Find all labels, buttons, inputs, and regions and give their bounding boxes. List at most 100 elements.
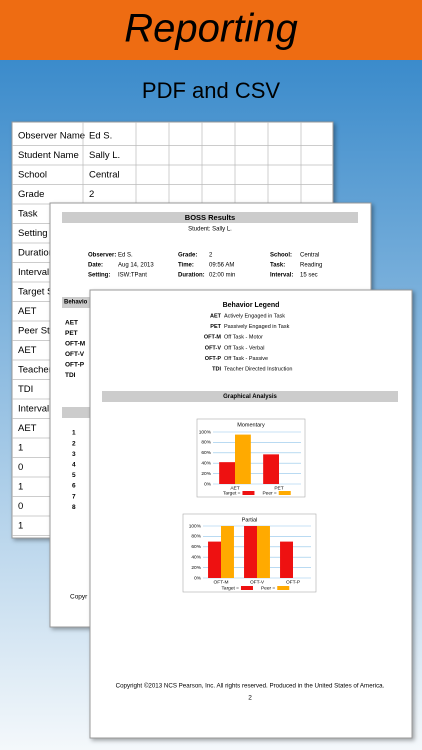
y-tick-label: 80%	[191, 534, 201, 540]
field-value: 15 sec	[300, 273, 318, 279]
legend-entry: Peer =	[262, 490, 276, 496]
field-value: Aug 14, 2013	[118, 263, 154, 269]
table-cell: Target S	[18, 286, 53, 297]
field-label: Task:	[270, 263, 285, 269]
field-label: Duration:	[178, 273, 205, 279]
legend-text: Passively Engaged in Task	[224, 324, 290, 330]
field-label: Date:	[88, 263, 103, 269]
bar	[235, 434, 251, 484]
y-tick-label: 20%	[191, 565, 201, 571]
table-cell: Duration	[18, 247, 54, 258]
results-title-bar	[62, 212, 358, 223]
field-label: Setting:	[88, 273, 110, 279]
legend-text: Teacher Directed Instruction	[224, 366, 292, 372]
behavior-code: AET	[65, 320, 78, 327]
field-value: ISW:TPant	[118, 273, 147, 279]
table-cell: AET	[18, 345, 37, 356]
table-cell: Central	[89, 169, 120, 180]
table-cell: Teacher	[18, 364, 52, 375]
table-cell: Setting	[18, 228, 48, 239]
x-tick-label: OFT-V	[250, 579, 265, 585]
behavior-code: OFT-M	[65, 341, 85, 348]
table-cell: 0	[18, 501, 23, 512]
results-copyright: Copyr	[70, 594, 88, 601]
table-cell: Observer Name	[18, 130, 85, 141]
y-tick-label: 100%	[199, 429, 212, 435]
table-cell: 0	[18, 462, 23, 473]
x-tick-label: AET	[230, 485, 239, 491]
table-cell: 1	[18, 442, 23, 453]
y-tick-label: 60%	[191, 544, 201, 550]
behavior-code: PET	[65, 330, 78, 337]
field-value: 09:56 AM	[209, 263, 234, 269]
legend-entry: Target =	[222, 585, 240, 591]
page-number: 2	[248, 695, 252, 702]
interval-number: 2	[72, 440, 76, 447]
y-tick-label: 80%	[201, 440, 211, 446]
intervals-bar	[62, 407, 102, 418]
behavior-heading: Behavio	[64, 300, 88, 306]
field-label: Interval:	[270, 273, 293, 279]
behavior-bar	[62, 297, 102, 308]
field-value: Ed S.	[118, 253, 133, 259]
behavior-code: TDI	[65, 372, 76, 379]
report-copyright: Copyright ©2013 NCS Pearson, Inc. All ri…	[116, 683, 385, 690]
behavior-code: OFT-P	[65, 362, 85, 369]
field-value: Central	[300, 253, 319, 259]
legend-code: OFT-M	[204, 335, 222, 341]
y-tick-label: 40%	[191, 554, 201, 560]
x-tick-label: PET	[274, 485, 283, 491]
table-cell: Task	[18, 208, 38, 219]
table-cell: Interval	[18, 267, 49, 278]
legend-swatch	[278, 491, 291, 495]
legend-code: TDI	[212, 366, 221, 372]
legend-swatch	[240, 586, 253, 590]
interval-number: 7	[72, 493, 76, 500]
chart-box	[196, 418, 306, 498]
bar	[219, 462, 235, 484]
x-tick-label: OFT-M	[214, 579, 229, 585]
bar	[263, 454, 279, 484]
bar	[208, 541, 221, 578]
field-label: Observer:	[88, 253, 116, 259]
results-student: Student: Sally L.	[188, 227, 232, 233]
table-cell: Peer Sta	[18, 325, 56, 336]
table-cell: AET	[18, 423, 37, 434]
legend-text: Off Task - Verbal	[224, 345, 264, 351]
legend-code: PET	[210, 324, 221, 330]
y-tick-label: 60%	[201, 450, 211, 456]
table-cell: Grade	[18, 189, 44, 200]
y-tick-label: 0%	[204, 481, 212, 487]
legend-entry: Peer =	[261, 585, 275, 591]
legend-code: AET	[210, 313, 222, 319]
table-cell: AET	[18, 306, 37, 317]
y-tick-label: 40%	[201, 460, 211, 466]
y-tick-label: 100%	[189, 523, 202, 529]
interval-number: 4	[72, 462, 76, 469]
legend-text: Off Task - Passive	[224, 356, 268, 362]
bar	[257, 526, 270, 578]
table-cell: Student Name	[18, 150, 79, 161]
header-bar	[0, 0, 422, 60]
table-cell: 1	[18, 520, 23, 531]
field-label: Time:	[178, 263, 194, 269]
bar	[244, 526, 257, 578]
chart-title: Momentary	[237, 422, 265, 428]
table-cell: Sally L.	[89, 150, 120, 161]
field-value: Reading	[300, 263, 322, 269]
chart-title: Partial	[242, 517, 258, 523]
legend-text: Off Task - Motor	[224, 335, 263, 341]
interval-number: 6	[72, 483, 76, 490]
legend-title: Behavior Legend	[223, 302, 280, 309]
header-title: Reporting	[124, 7, 297, 51]
field-value: 02:00 min	[209, 273, 235, 279]
interval-number: 8	[72, 504, 76, 511]
table-cell: Interval	[18, 403, 49, 414]
table-cell: 2	[89, 189, 94, 200]
legend-entry: Target =	[223, 490, 241, 496]
y-tick-label: 20%	[201, 471, 211, 477]
behavior-code: OFT-V	[65, 351, 85, 358]
table-cell: Ed S.	[89, 130, 112, 141]
legend-code: OFT-V	[205, 345, 222, 351]
table-cell: 1	[18, 481, 23, 492]
